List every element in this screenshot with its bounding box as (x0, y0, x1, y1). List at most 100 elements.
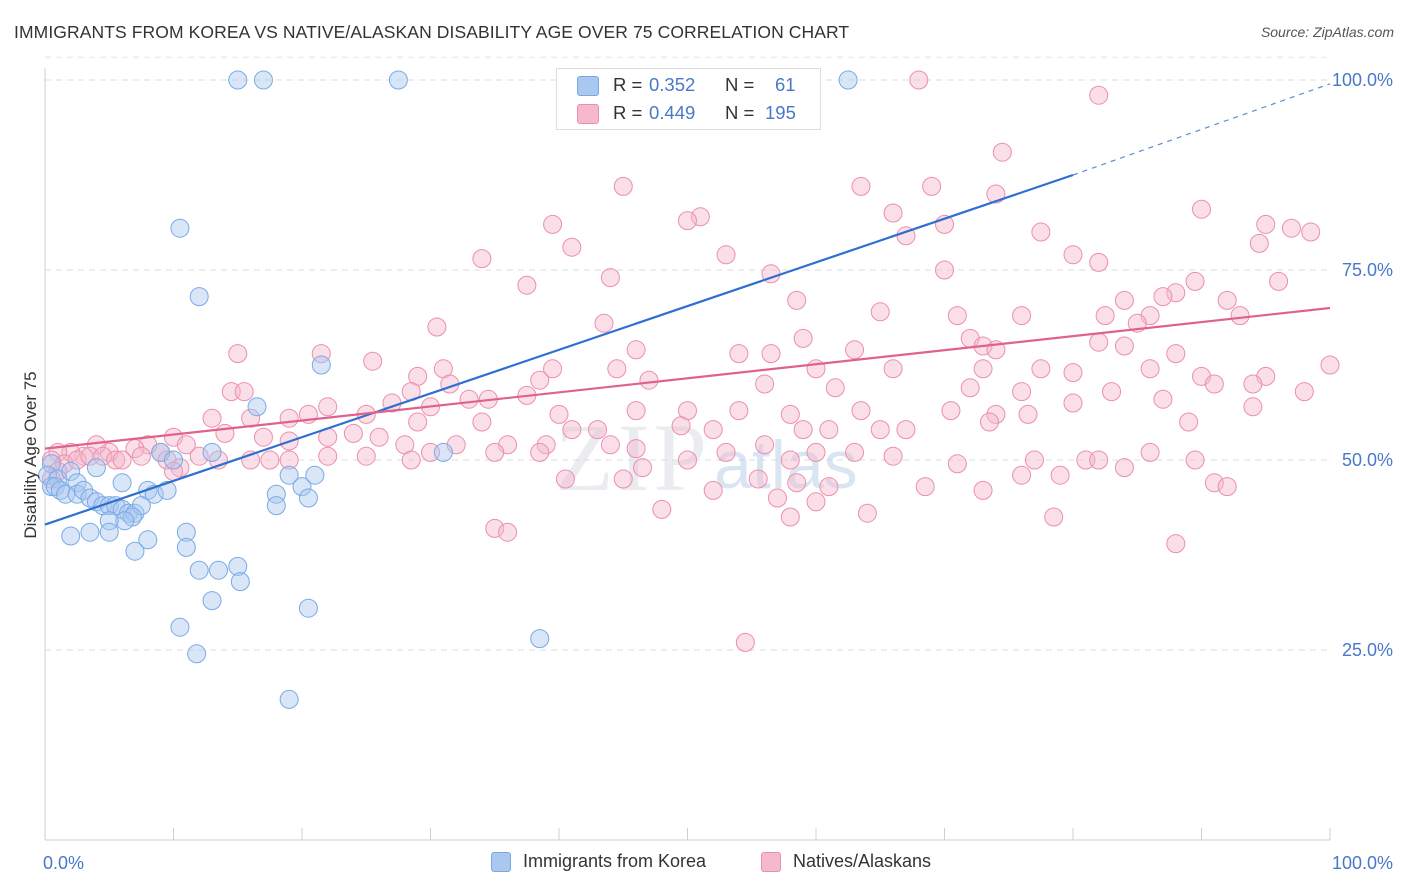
data-point (845, 340, 865, 360)
data-point (170, 218, 190, 238)
data-point (1012, 382, 1032, 402)
data-point (613, 469, 633, 489)
data-point (851, 401, 871, 421)
data-point (787, 473, 807, 493)
data-point (562, 420, 582, 440)
legend-item-native[interactable]: Natives/Alaskans (761, 851, 931, 872)
data-point (279, 465, 299, 485)
data-point (138, 530, 158, 550)
data-point (472, 412, 492, 432)
data-point (793, 420, 813, 440)
data-point (208, 560, 228, 580)
data-point (626, 439, 646, 459)
data-point (806, 492, 826, 512)
data-point (1012, 306, 1032, 326)
data-point (472, 249, 492, 269)
data-point (1217, 477, 1237, 497)
data-point (112, 473, 132, 493)
data-point (536, 435, 556, 455)
legend-label: Natives/Alaskans (793, 851, 932, 871)
data-point (1114, 336, 1134, 356)
data-point (189, 287, 209, 307)
data-point (626, 401, 646, 421)
data-point (279, 408, 299, 428)
data-point (298, 488, 318, 508)
data-point (549, 404, 569, 424)
data-point (266, 496, 286, 516)
data-point (543, 214, 563, 234)
data-point (189, 560, 209, 580)
data-point (600, 268, 620, 288)
data-point (935, 260, 954, 280)
data-point (202, 408, 222, 428)
data-point (80, 522, 100, 542)
data-point (1114, 458, 1134, 478)
n-value: 61 (775, 74, 796, 95)
data-point (716, 442, 736, 462)
data-point (369, 427, 389, 447)
data-point (613, 176, 633, 196)
data-point (61, 526, 81, 546)
series-immigrants-from-korea (38, 70, 858, 709)
korea-swatch (491, 851, 511, 872)
trend-lines (44, 83, 1331, 526)
trend-line-native (44, 306, 1331, 450)
data-point (941, 401, 961, 421)
data-point (690, 207, 710, 227)
data-point (1320, 355, 1340, 375)
data-point (703, 480, 723, 500)
data-point (1044, 507, 1064, 527)
data-point (56, 484, 76, 504)
trend-line-korea-extension (1072, 83, 1331, 176)
data-point (1243, 374, 1263, 394)
data-point (67, 450, 87, 470)
y-tick-label: 50.0% (1342, 450, 1393, 470)
data-point (922, 176, 942, 196)
y-tick-label: 25.0% (1342, 640, 1393, 660)
data-point (292, 477, 312, 497)
data-point (187, 644, 207, 664)
data-point (1185, 450, 1205, 470)
data-point (915, 477, 935, 497)
data-point (176, 537, 196, 557)
legend-label: Immigrants from Korea (523, 851, 707, 871)
data-point (99, 511, 119, 531)
data-point (1249, 233, 1269, 253)
data-point (678, 211, 697, 231)
data-point (67, 473, 87, 493)
data-point (1102, 382, 1122, 402)
data-point (388, 70, 408, 90)
r-value: 0.352 (649, 74, 696, 95)
chart-title: IMMIGRANTS FROM KOREA VS NATIVE/ALASKAN … (14, 22, 850, 42)
stats-legend: R = 0.352 N = 61 R = 0.449 N = 195 (556, 68, 821, 130)
data-point (1294, 382, 1314, 402)
native-swatch (577, 104, 599, 124)
x-tick-label-max: 100.0% (1332, 853, 1393, 873)
data-point (626, 340, 646, 360)
data-point (979, 412, 999, 432)
data-point (1012, 465, 1032, 485)
data-point (870, 302, 890, 322)
series-legend: Immigrants from Korea Natives/Alaskans (0, 851, 1406, 879)
data-point (1140, 359, 1160, 379)
data-point (678, 450, 697, 470)
data-point (883, 359, 903, 379)
data-point (819, 420, 839, 440)
data-point (594, 313, 614, 333)
data-point (1024, 450, 1044, 470)
data-point (1269, 271, 1289, 291)
data-point (356, 446, 376, 466)
data-point (343, 423, 363, 443)
data-point (735, 632, 755, 652)
korea-swatch (577, 76, 599, 96)
data-point (883, 203, 903, 223)
data-point (61, 461, 81, 481)
data-point (230, 572, 250, 592)
data-point (555, 469, 575, 489)
data-point (1089, 252, 1109, 272)
data-point (1153, 287, 1173, 307)
data-point (427, 317, 447, 337)
data-point (1063, 245, 1083, 265)
legend-item-korea[interactable]: Immigrants from Korea (491, 851, 706, 872)
